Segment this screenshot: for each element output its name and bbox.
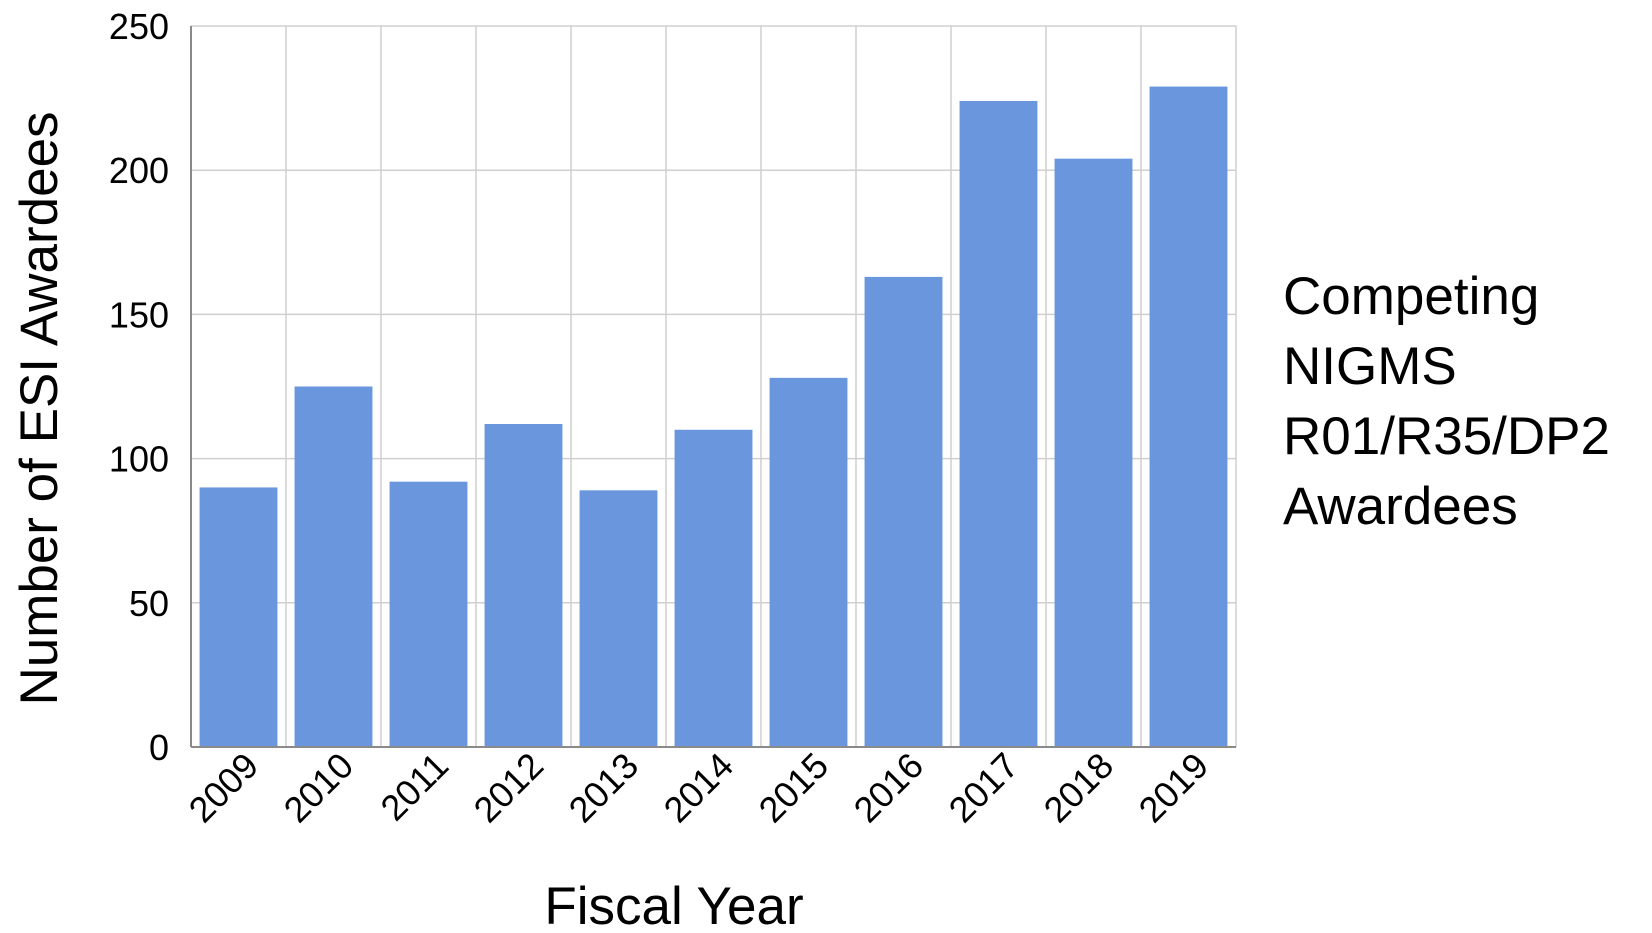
x-tick-label: 2018 (1036, 745, 1122, 831)
y-tick-label: 100 (109, 439, 169, 480)
x-tick-label: 2013 (561, 745, 647, 831)
x-axis-label: Fiscal Year (544, 877, 803, 933)
x-tick-label: 2011 (372, 745, 456, 829)
y-tick-labels: 0 50 100 150 200 250 (109, 6, 169, 768)
bar-2017 (959, 100, 1038, 747)
annotation-line-4: Awardees (1283, 477, 1518, 536)
annotation-line-2: NIGMS (1283, 337, 1457, 396)
bar-2013 (579, 490, 658, 747)
x-tick-label: 2019 (1131, 745, 1217, 831)
series-annotation: Competing NIGMS R01/R35/DP2 Awardees (1283, 262, 1610, 542)
y-tick-label: 250 (109, 6, 169, 47)
y-tick-label: 50 (129, 583, 169, 624)
grid-lines (190, 25, 1237, 748)
bar-2009 (199, 487, 278, 747)
x-tick-label: 2014 (656, 745, 742, 831)
axes (190, 26, 1236, 748)
x-tick-label: 2010 (276, 745, 362, 831)
bar-2016 (864, 276, 943, 747)
x-tick-label: 2009 (181, 745, 267, 831)
x-tick-label: 2012 (466, 745, 552, 831)
annotation-line-3: R01/R35/DP2 (1283, 407, 1611, 466)
bar-2019 (1149, 86, 1228, 747)
annotation-line-1: Competing (1283, 267, 1540, 326)
y-tick-label: 0 (149, 727, 169, 768)
y-axis-label: Number of ESI Awardees (10, 111, 69, 705)
bar-2014 (674, 429, 753, 747)
x-tick-labels: 2009 2010 2011 2012 2013 2014 2015 2016 2017 2018… (181, 745, 1217, 831)
bars-group (199, 86, 1228, 747)
y-tick-label: 200 (109, 150, 169, 191)
bar-2015 (769, 377, 848, 747)
bar-2012 (484, 423, 563, 747)
x-tick-label: 2017 (941, 745, 1027, 831)
bar-2010 (294, 386, 373, 747)
x-tick-label: 2015 (751, 745, 837, 831)
y-tick-label: 150 (109, 294, 169, 335)
bar-2011 (389, 481, 468, 747)
x-tick-label: 2016 (846, 745, 932, 831)
bar-2018 (1054, 158, 1133, 747)
